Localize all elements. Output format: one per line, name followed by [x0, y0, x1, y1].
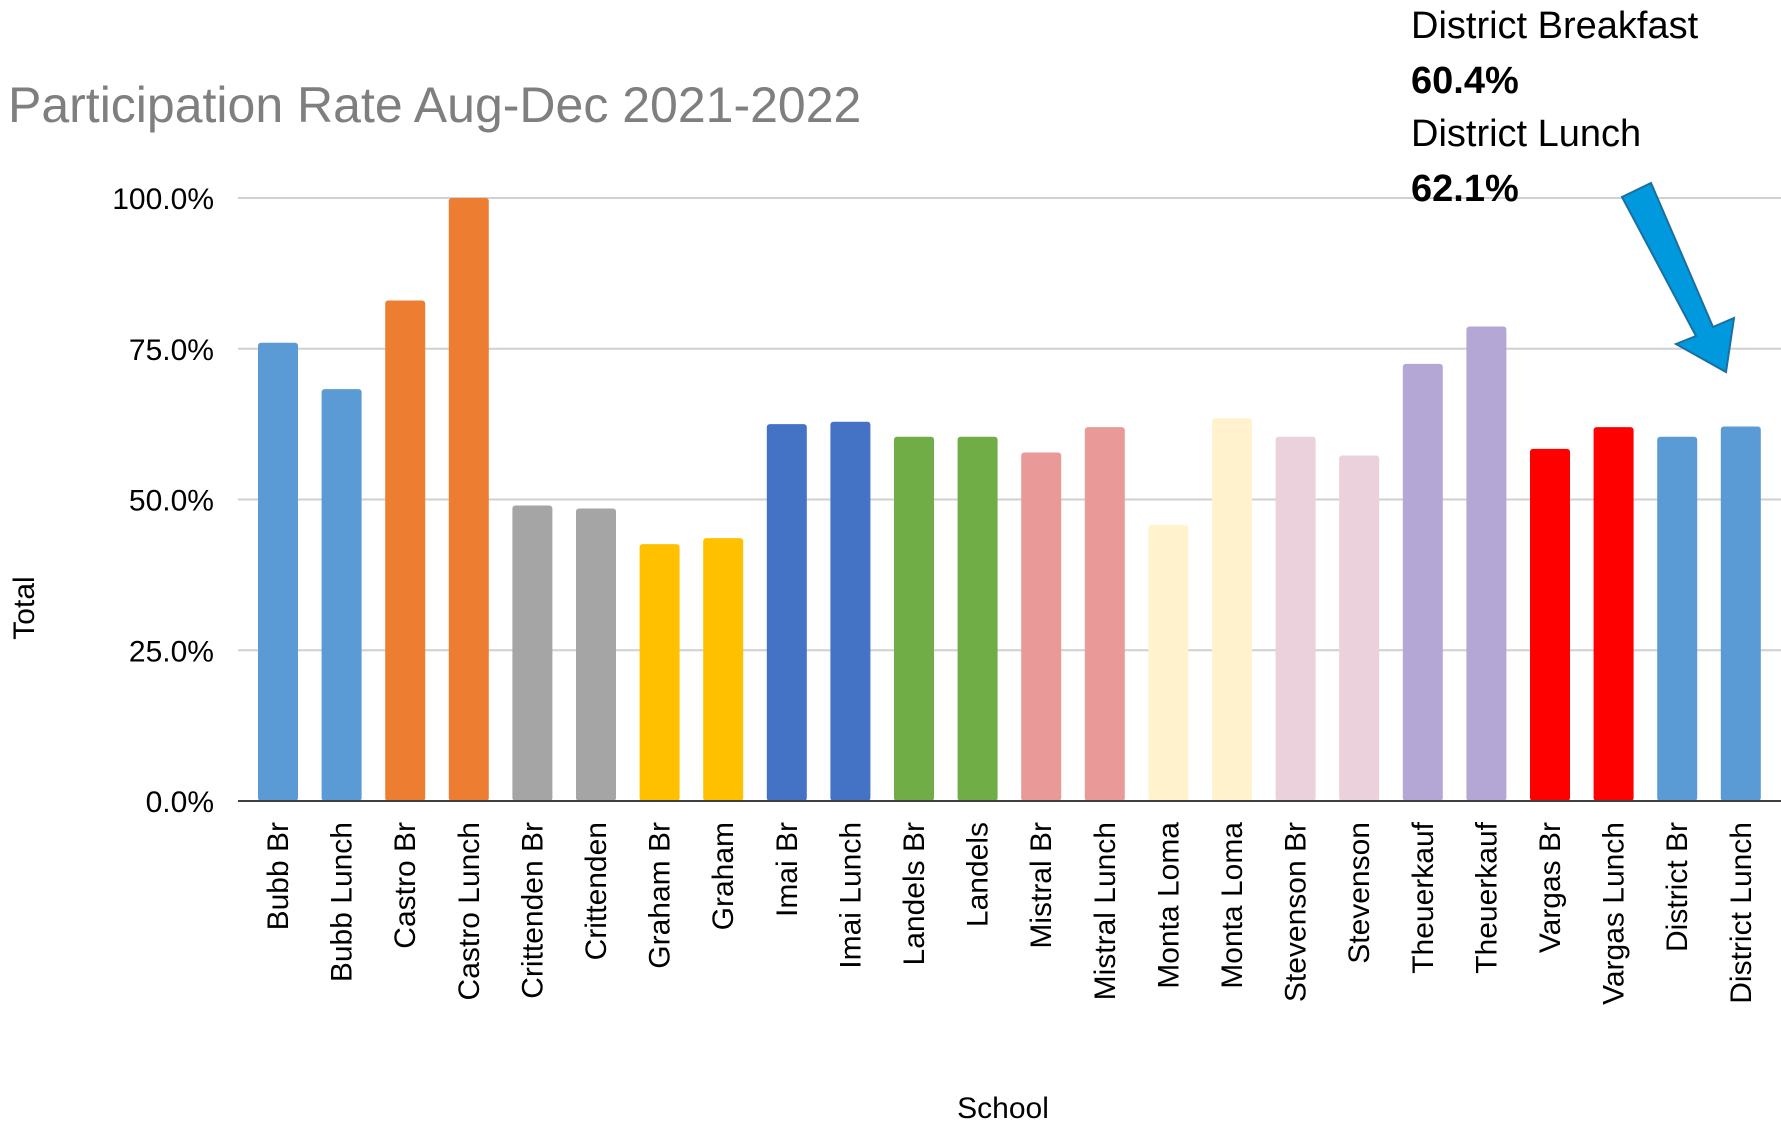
- district-lunch-value: 62.1%: [1411, 168, 1519, 210]
- bar-13: [1021, 452, 1062, 801]
- x-tick-label: Crittenden Br: [516, 822, 549, 999]
- x-axis-title: School: [957, 1092, 1049, 1125]
- x-tick-label: Landels: [962, 822, 995, 927]
- x-tick-label: Mistral Lunch: [1089, 822, 1122, 1000]
- bar-19: [1402, 363, 1443, 801]
- x-tick-label: Monta Loma: [1152, 822, 1185, 989]
- bar-18: [1339, 455, 1380, 801]
- bar-22: [1593, 427, 1634, 801]
- x-tick-label: Theuerkauf: [1407, 821, 1440, 973]
- x-tick-label: Graham Br: [644, 822, 677, 969]
- y-tick-label: 25.0%: [129, 635, 214, 668]
- bar-15: [1148, 524, 1189, 801]
- y-axis-title: Total: [8, 576, 41, 639]
- y-tick-labels: 0.0% 25.0% 50.0% 75.0% 100.0%: [112, 183, 214, 819]
- x-tick-label: District Br: [1661, 822, 1694, 952]
- x-tick-label: Mistral Br: [1025, 822, 1058, 949]
- x-tick-labels: Bubb Br Bubb Lunch Castro Br Castro Lunch Cr…: [262, 821, 1758, 1005]
- x-tick-label: Landels Br: [898, 822, 931, 965]
- x-tick-label: District Lunch: [1725, 822, 1758, 1004]
- bar-9: [766, 424, 807, 801]
- x-tick-label: Castro Br: [389, 822, 422, 949]
- bar-14: [1084, 427, 1125, 801]
- district-breakfast-value: 60.4%: [1411, 60, 1519, 102]
- bar-8: [703, 538, 744, 801]
- x-tick-label: Bubb Lunch: [326, 822, 359, 982]
- x-tick-label: Imai Br: [771, 822, 804, 917]
- bar-21: [1530, 448, 1570, 801]
- bar-5: [512, 505, 553, 801]
- bar-2: [321, 389, 362, 801]
- x-tick-label: Vargas Lunch: [1598, 822, 1631, 1005]
- bar-17: [1275, 436, 1316, 801]
- x-tick-label: Monta Loma: [1216, 822, 1249, 989]
- chart-title: Participation Rate Aug-Dec 2021-2022: [8, 77, 861, 133]
- bar-24: [1720, 426, 1761, 801]
- y-tick-label: 100.0%: [112, 183, 214, 216]
- gridlines: [238, 197, 1781, 652]
- district-breakfast-label: District Breakfast: [1411, 5, 1699, 47]
- x-tick-label: Graham: [707, 822, 740, 930]
- x-tick-label: Vargas Br: [1534, 822, 1567, 953]
- x-tick-label: Theuerkauf: [1470, 821, 1503, 973]
- bars: [258, 198, 1761, 801]
- x-tick-label: Bubb Br: [262, 822, 295, 930]
- bar-10: [830, 421, 871, 801]
- y-tick-label: 75.0%: [129, 334, 214, 367]
- y-tick-label: 50.0%: [129, 485, 214, 518]
- district-annotation: District Breakfast 60.4% District Lunch …: [1411, 5, 1736, 374]
- bar-4: [448, 198, 489, 801]
- annotation-arrow: [1620, 181, 1736, 374]
- bar-3: [385, 300, 426, 801]
- bar-20: [1466, 326, 1507, 801]
- x-tick-label: Stevenson: [1343, 822, 1376, 964]
- x-tick-label: Imai Lunch: [834, 822, 867, 969]
- y-tick-label: 0.0%: [146, 786, 214, 819]
- bar-7: [639, 544, 680, 801]
- x-tick-label: Stevenson Br: [1280, 822, 1313, 1002]
- bar-1: [258, 342, 298, 801]
- bar-6: [576, 508, 616, 801]
- bar-12: [957, 436, 998, 801]
- district-lunch-label: District Lunch: [1411, 113, 1641, 155]
- bar-11: [894, 436, 934, 801]
- bar-23: [1657, 436, 1698, 801]
- x-tick-label: Crittenden: [580, 822, 613, 960]
- x-tick-label: Castro Lunch: [453, 822, 486, 1000]
- bar-16: [1212, 418, 1252, 801]
